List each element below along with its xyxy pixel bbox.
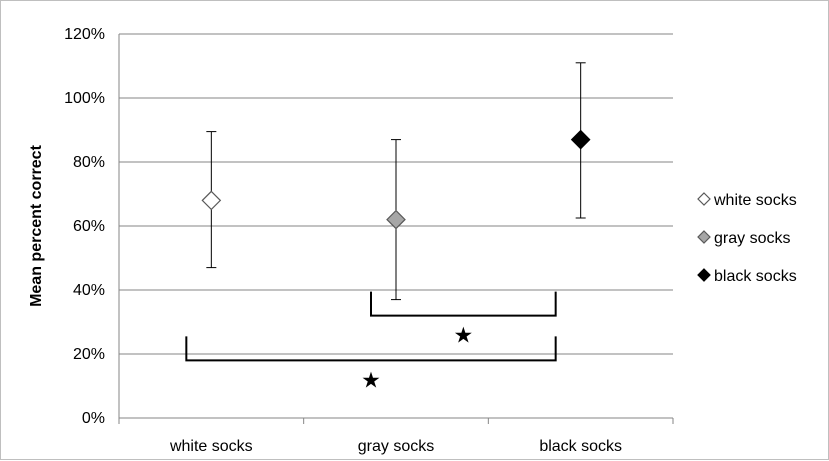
y-tick-label: 0% (82, 410, 105, 427)
y-tick-label: 120% (64, 26, 105, 43)
significance-bracket (185, 336, 557, 362)
x-tick-label: black socks (539, 438, 622, 455)
y-tick-label: 40% (73, 282, 105, 299)
y-tick-label: 60% (73, 218, 105, 235)
data-point-black-socks (570, 129, 591, 150)
y-tick-label: 100% (64, 90, 105, 107)
legend-label: gray socks (714, 230, 790, 247)
y-axis-title: Mean percent correct (28, 144, 45, 307)
data-point-white-socks (201, 190, 222, 211)
y-tick-label: 80% (73, 154, 105, 171)
y-tick-label: 20% (73, 346, 105, 363)
significance-star: ★ (453, 324, 473, 349)
legend-marker-gray-socks (697, 230, 711, 244)
data-point-gray-socks (386, 209, 406, 230)
legend-marker-white-socks (697, 192, 711, 206)
x-tick-label: gray socks (358, 438, 434, 455)
significance-star: ★ (361, 368, 381, 393)
legend-marker-black-socks (697, 268, 711, 282)
legend-label: white socks (713, 192, 797, 209)
x-tick-label: white socks (169, 438, 253, 455)
significance-bracket (370, 291, 557, 317)
legend-label: black socks (714, 268, 797, 285)
